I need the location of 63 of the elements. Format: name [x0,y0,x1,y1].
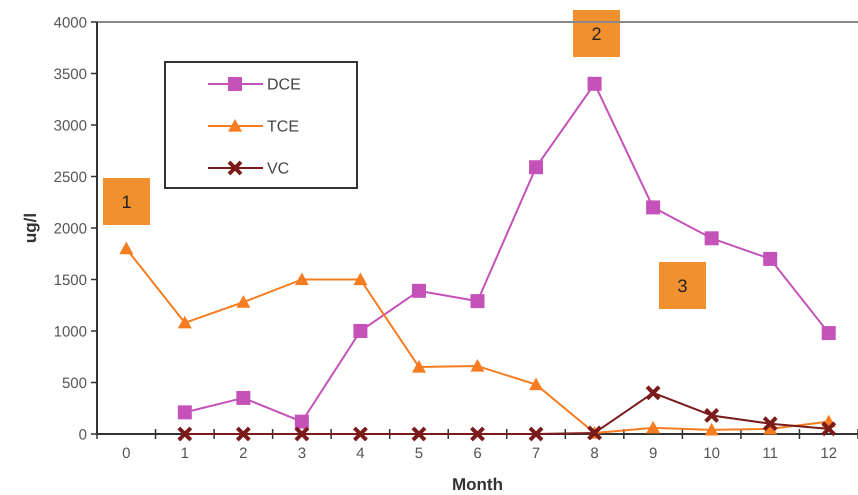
point [822,326,836,340]
x-tick-label: 6 [473,445,482,462]
legend-label: TCE [267,118,299,136]
annotation: 3 [677,276,688,296]
point [294,272,309,286]
point [352,426,368,442]
x-tick-label: 0 [122,445,130,462]
y-tick-label: 2000 [54,220,87,238]
point [412,284,426,298]
y-tick-label: 3000 [54,117,87,134]
point [704,407,720,424]
x-tick-label: 11 [762,445,778,462]
y-tick-label: 1500 [54,272,87,289]
point [412,360,426,373]
x-tick-label: 10 [703,445,720,462]
point [294,414,309,429]
x-tick-label: 3 [298,445,306,462]
point [820,420,837,437]
x-tick-label: 4 [356,445,365,462]
point [470,294,484,308]
point [470,426,486,442]
point [762,416,778,432]
point [646,420,660,434]
point [529,160,544,174]
y-tick-label: 500 [62,374,87,392]
point [119,242,134,254]
y-tick-label: 2500 [54,168,87,186]
y-tick-label: 4000 [54,14,87,32]
point [353,272,368,286]
point [704,422,719,436]
y-axis-title: ug/l [21,212,40,244]
x-tick-label: 12 [820,445,838,462]
point [528,426,544,442]
point [763,252,778,266]
point [294,426,310,442]
point [645,384,662,401]
x-tick-label: 5 [414,445,424,462]
x-axis-title: Month [452,475,503,494]
x-tick-label: 1 [180,445,189,462]
x-tick-label: 8 [590,445,599,462]
legend-label: DCE [267,76,301,94]
point [236,390,250,405]
point [176,426,193,442]
x-tick-label: 7 [532,445,540,462]
point [353,324,368,338]
point [178,316,192,328]
y-tick-label: 1000 [54,323,87,340]
y-tick-label: 3500 [54,66,87,83]
point [646,200,660,214]
x-tick-label: 2 [239,445,248,462]
point [235,426,252,442]
point [410,426,427,442]
annotation: 1 [121,192,132,212]
y-tick-label: 0 [78,426,87,444]
legend-label: VC [267,160,290,178]
point [529,378,544,390]
point [178,405,192,420]
point [704,231,719,246]
point [236,295,250,308]
x-tick-label: 9 [648,445,658,462]
point [588,76,602,91]
annotation: 2 [591,24,602,44]
point [470,359,484,372]
